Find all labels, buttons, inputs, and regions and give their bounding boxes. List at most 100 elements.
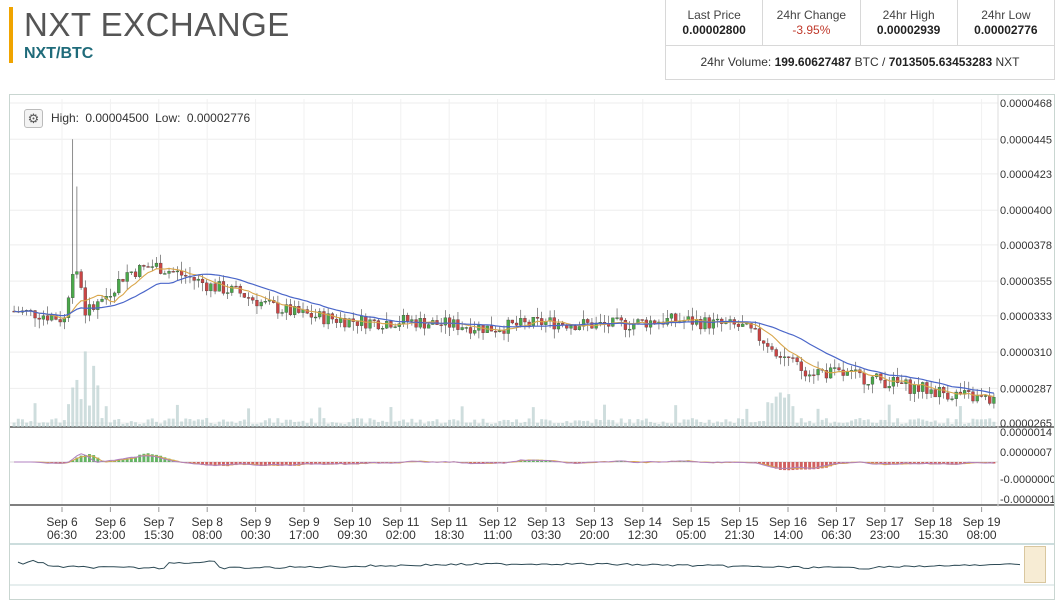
- indicator-histogram-bar: [314, 462, 318, 465]
- volume-bar: [339, 423, 343, 427]
- volume-bar: [439, 423, 443, 427]
- candle-body: [318, 311, 322, 318]
- volume-bar: [280, 423, 284, 427]
- candle-body: [343, 318, 347, 328]
- volume-bar: [259, 422, 263, 427]
- volume-bar: [682, 419, 686, 427]
- volume-btc: 199.60627487: [774, 55, 852, 69]
- volume-bar: [933, 420, 937, 427]
- volume-bar: [762, 421, 766, 427]
- candle-body: [326, 313, 330, 325]
- candle-body: [87, 304, 92, 316]
- price-chart[interactable]: 0.0000468 0.0000445 0.0000423 0.0000400 0.00…: [9, 94, 1055, 600]
- volume-bar: [942, 423, 946, 427]
- volume-bar: [732, 422, 736, 427]
- candle-body: [975, 394, 979, 402]
- candle-body: [933, 389, 937, 398]
- candle-body: [163, 273, 167, 275]
- candle-body: [795, 357, 799, 362]
- candle-body: [79, 271, 83, 288]
- volume-bar: [221, 419, 225, 427]
- candle-body: [556, 323, 561, 330]
- candle-body: [770, 346, 774, 350]
- candle-body: [83, 287, 87, 316]
- volume-bar: [351, 418, 355, 427]
- candle-body: [460, 327, 464, 330]
- candle-body: [862, 372, 866, 385]
- candle-body: [259, 301, 263, 307]
- volume-bar: [795, 422, 799, 427]
- candle-body: [468, 327, 473, 334]
- candle-body: [427, 324, 431, 329]
- volume-bar: [25, 422, 29, 427]
- chart-low-value: 0.00002776: [186, 111, 251, 125]
- volume-bar: [741, 419, 745, 427]
- time-tick-date: Sep 19: [963, 515, 1001, 529]
- volume-bar: [573, 420, 577, 427]
- volume-bar: [209, 422, 213, 427]
- candle-body: [736, 324, 741, 327]
- moving-average-fast: [14, 267, 994, 397]
- indicator-histogram-bar: [887, 462, 891, 465]
- candle-body: [443, 317, 447, 326]
- volume-bar: [908, 419, 912, 427]
- time-tick-time: 02:00: [386, 528, 416, 542]
- candle-body: [552, 317, 556, 330]
- chart-high-value: 0.00004500: [85, 111, 149, 125]
- stat-value: -3.95%: [792, 23, 831, 37]
- candle-body: [866, 384, 870, 386]
- chart-settings-button[interactable]: ⚙: [24, 109, 43, 128]
- volume-bar: [16, 418, 20, 427]
- candle-body: [531, 317, 535, 326]
- candle-body: [297, 306, 301, 313]
- volume-bar: [113, 419, 117, 427]
- indicator-histogram-bar: [138, 454, 142, 462]
- indicator-histogram-bar: [230, 462, 234, 466]
- volume-bar: [954, 419, 958, 427]
- volume-bar: [448, 419, 452, 427]
- candle-body: [293, 306, 297, 315]
- candle-body: [96, 301, 100, 310]
- volume-bar: [917, 418, 921, 427]
- candle-body: [715, 318, 720, 321]
- volume-bar: [921, 419, 925, 427]
- volume-bar: [184, 418, 188, 427]
- time-tick-time: 06:30: [821, 528, 851, 542]
- volume-bar: [523, 421, 527, 427]
- indicator-histogram-bar: [812, 462, 816, 470]
- candle-body: [481, 325, 485, 333]
- candle-body: [129, 271, 133, 273]
- volume-bar: [510, 422, 514, 427]
- chart-canvas[interactable]: 0.0000468 0.0000445 0.0000423 0.0000400 0.00…: [10, 95, 1055, 600]
- volume-bar: [912, 419, 916, 427]
- volume-bar: [938, 423, 941, 427]
- time-tick-date: Sep 9: [288, 515, 320, 529]
- volume-bar: [816, 408, 820, 427]
- time-tick-date: Sep 7: [143, 515, 175, 529]
- volume-bar: [410, 418, 414, 427]
- indicator-histogram-bar: [921, 462, 925, 464]
- volume-bar: [318, 407, 322, 427]
- indicator-histogram-bar: [908, 462, 912, 465]
- candle-body: [791, 357, 795, 359]
- indicator-histogram-bar: [912, 462, 916, 464]
- indicator-histogram-bar: [217, 462, 221, 466]
- volume-bar: [812, 423, 816, 427]
- volume-bar: [699, 421, 703, 427]
- time-tick-date: Sep 11: [431, 515, 468, 529]
- volume-bar: [159, 423, 163, 427]
- navigator-range-handle[interactable]: [1024, 546, 1046, 583]
- volume-bar: [958, 406, 962, 427]
- volume-bar: [217, 421, 221, 427]
- indicator-histogram-bar: [804, 462, 807, 470]
- time-tick-time: 08:00: [192, 528, 222, 542]
- candle-body: [226, 292, 230, 294]
- volume-bar: [879, 419, 883, 427]
- volume-bar: [494, 423, 498, 427]
- volume-bar: [569, 422, 573, 427]
- candle-body: [368, 319, 372, 329]
- volume-bar: [175, 404, 179, 427]
- indicator-tick-label: 0.0000014: [1000, 427, 1052, 439]
- volume-bar: [427, 421, 431, 427]
- indicator-histogram-bar: [954, 462, 958, 465]
